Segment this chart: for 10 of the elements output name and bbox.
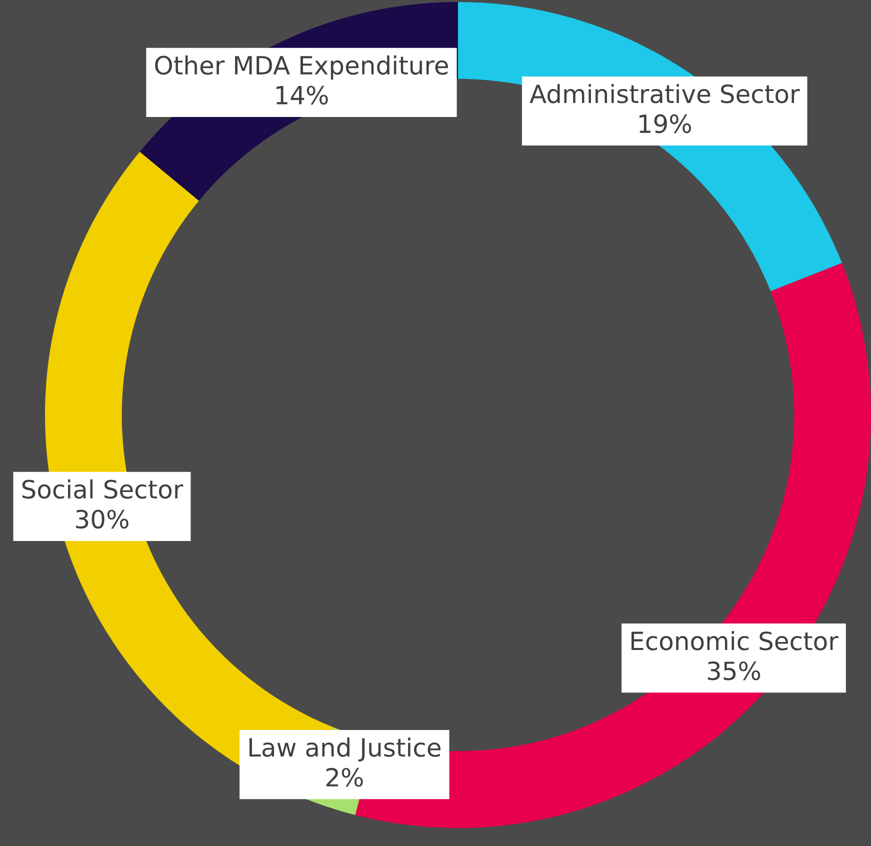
- slice-label: Administrative Sector: [530, 84, 800, 104]
- slice-label: Economic Sector: [632, 631, 838, 650]
- data-label: 14%: [276, 86, 328, 105]
- data-label: 2%: [326, 768, 363, 787]
- slice-label: Law and Justice: [250, 738, 440, 762]
- data-label: 30%: [76, 510, 128, 529]
- data-label: 19%: [640, 114, 692, 134]
- slice-label: Other MDA Expenditure: [155, 55, 448, 80]
- slice-label: Social Sector: [22, 479, 184, 499]
- data-label: 35%: [708, 661, 760, 680]
